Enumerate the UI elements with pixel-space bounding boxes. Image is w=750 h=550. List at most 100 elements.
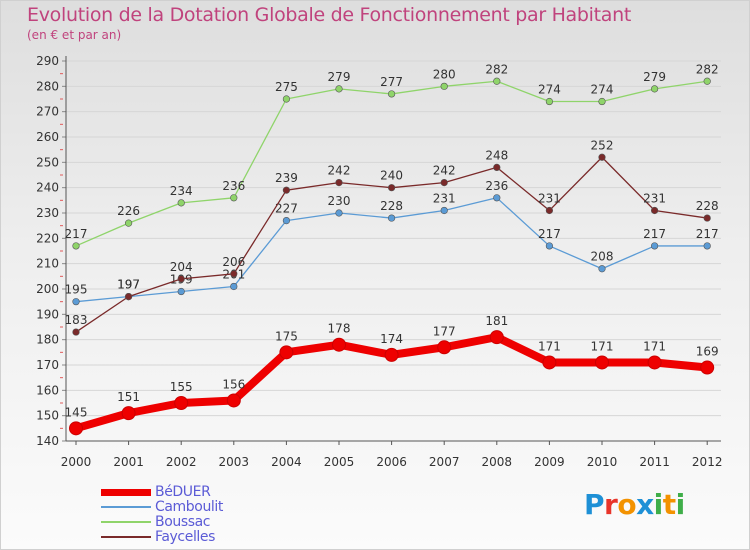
data-point-camboulit xyxy=(703,242,711,250)
data-point-faycelles xyxy=(282,186,291,194)
chart-title: Evolution de la Dotation Globale de Fonc… xyxy=(27,4,632,26)
data-label-beduer: 181 xyxy=(485,314,508,328)
data-label-boussac: 274 xyxy=(591,83,614,97)
data-label-boussac: 279 xyxy=(328,70,351,84)
logo-letter: o xyxy=(617,488,637,521)
y-tick-label: 290 xyxy=(36,54,59,68)
data-point-faycelles xyxy=(230,270,238,278)
legend-swatch xyxy=(101,521,151,523)
y-tick-label: 190 xyxy=(36,307,59,321)
y-tick-label: 180 xyxy=(36,333,59,347)
data-point-beduer xyxy=(69,421,83,436)
data-label-faycelles: 204 xyxy=(170,260,193,274)
logo-letter: i xyxy=(653,488,664,521)
x-tick-label: 2003 xyxy=(219,455,250,469)
data-label-boussac: 282 xyxy=(485,62,508,76)
y-tick-label: 250 xyxy=(36,155,59,169)
data-point-beduer xyxy=(542,355,557,370)
data-label-boussac: 282 xyxy=(696,62,719,76)
data-point-beduer xyxy=(279,345,294,360)
data-point-camboulit xyxy=(493,194,501,202)
data-label-faycelles: 231 xyxy=(538,191,561,205)
data-label-camboulit: 228 xyxy=(380,199,403,213)
logo-letter: x xyxy=(636,488,654,521)
x-tick-label: 2010 xyxy=(587,455,618,469)
y-tick-label: 260 xyxy=(36,130,59,144)
data-point-camboulit xyxy=(335,209,343,217)
chart-subtitle: (en € et par an) xyxy=(27,28,122,42)
data-point-faycelles xyxy=(124,293,133,301)
data-label-camboulit: 208 xyxy=(591,250,614,264)
data-label-camboulit: 227 xyxy=(275,202,298,216)
data-label-faycelles: 252 xyxy=(591,138,614,152)
x-tick-label: 2007 xyxy=(429,455,460,469)
data-label-boussac: 275 xyxy=(275,80,298,94)
x-tick-label: 2006 xyxy=(376,455,407,469)
data-label-boussac: 217 xyxy=(65,227,88,241)
data-label-boussac: 236 xyxy=(222,179,245,193)
data-point-beduer xyxy=(595,355,609,370)
data-point-boussac xyxy=(124,219,133,227)
data-label-faycelles: 240 xyxy=(380,169,403,183)
data-label-boussac: 226 xyxy=(117,204,140,218)
data-label-faycelles: 231 xyxy=(643,191,666,205)
data-label-faycelles: 228 xyxy=(696,199,719,213)
data-label-beduer: 169 xyxy=(696,345,719,359)
data-label-boussac: 280 xyxy=(433,67,456,81)
data-label-beduer: 175 xyxy=(275,329,298,343)
data-label-beduer: 151 xyxy=(117,390,140,404)
data-point-beduer xyxy=(332,337,346,352)
data-label-faycelles: 242 xyxy=(433,164,456,178)
data-point-faycelles xyxy=(440,179,448,187)
data-label-beduer: 177 xyxy=(433,324,456,338)
data-label-boussac: 277 xyxy=(380,75,403,89)
x-tick-label: 2005 xyxy=(324,455,355,469)
data-label-camboulit: 217 xyxy=(643,227,666,241)
data-label-beduer: 178 xyxy=(328,322,351,336)
data-point-boussac xyxy=(72,242,80,250)
data-label-faycelles: 248 xyxy=(485,148,508,162)
data-point-faycelles xyxy=(650,206,659,215)
data-point-faycelles xyxy=(388,184,396,192)
data-label-camboulit: 236 xyxy=(485,179,508,193)
y-tick-label: 170 xyxy=(36,358,59,372)
data-label-beduer: 174 xyxy=(380,332,403,346)
legend-label: Faycelles xyxy=(155,529,216,545)
data-point-faycelles xyxy=(177,275,185,283)
data-point-boussac xyxy=(493,77,501,85)
y-tick-label: 280 xyxy=(36,79,59,93)
data-label-faycelles: 206 xyxy=(222,255,245,269)
data-label-faycelles: 239 xyxy=(275,171,298,185)
y-tick-label: 240 xyxy=(36,181,59,195)
data-point-camboulit xyxy=(72,298,80,306)
x-tick-label: 2001 xyxy=(113,455,144,469)
data-point-camboulit xyxy=(545,242,554,250)
legend-label: Boussac xyxy=(155,514,211,530)
data-point-boussac xyxy=(703,77,711,85)
data-label-camboulit: 217 xyxy=(696,227,719,241)
data-point-faycelles xyxy=(335,179,343,187)
data-label-beduer: 171 xyxy=(538,339,561,353)
legend-swatch xyxy=(101,489,151,496)
data-label-beduer: 156 xyxy=(222,377,245,391)
data-point-faycelles xyxy=(598,153,606,161)
y-tick-label: 220 xyxy=(36,231,59,245)
data-label-camboulit: 195 xyxy=(65,283,88,297)
data-point-beduer xyxy=(700,360,715,375)
data-point-boussac xyxy=(335,85,343,93)
data-point-camboulit xyxy=(177,287,185,296)
x-tick-label: 2004 xyxy=(271,455,302,469)
data-point-camboulit xyxy=(230,282,238,291)
data-label-faycelles: 197 xyxy=(117,278,140,292)
proxiti-logo: Proxiti xyxy=(584,488,685,521)
data-point-beduer xyxy=(437,340,452,355)
data-label-camboulit: 230 xyxy=(328,194,351,208)
data-point-camboulit xyxy=(440,206,448,215)
logo-letter: P xyxy=(584,488,605,521)
data-point-camboulit xyxy=(388,214,396,222)
data-label-beduer: 171 xyxy=(643,339,666,353)
data-label-boussac: 234 xyxy=(170,184,193,198)
data-point-beduer xyxy=(174,396,189,410)
